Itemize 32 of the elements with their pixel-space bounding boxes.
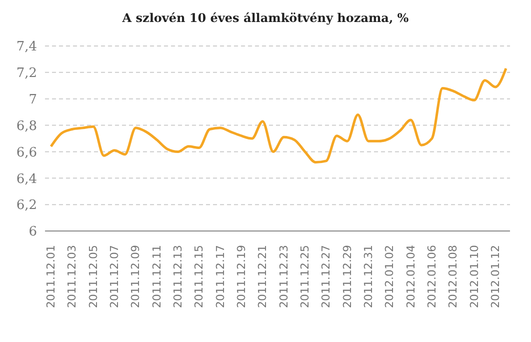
x-tick-label: 2011.12.19 (234, 245, 248, 308)
x-tick-label: 2011.12.27 (320, 245, 333, 308)
y-tick-label: 6 (28, 224, 37, 240)
x-tick-label: 2012.01.10 (468, 245, 481, 308)
x-tick-label: 2011.12.13 (171, 245, 184, 308)
x-tick-label: 2011.12.31 (362, 245, 375, 308)
x-tick-label: 2011.12.17 (214, 245, 227, 308)
y-tick-label: 6,4 (16, 172, 37, 187)
y-tick-label: 6,2 (16, 198, 37, 214)
x-tick-label: 2012.01.12 (488, 245, 502, 308)
x-tick-label: 2011.12.21 (256, 245, 270, 308)
x-tick-label: 2011.12.03 (66, 245, 79, 308)
x-tick-label: 2011.12.29 (340, 245, 354, 308)
x-tick-label: 2012.01.06 (425, 245, 438, 308)
x-tick-label: 2011.12.05 (86, 245, 100, 308)
x-tick-label: 2012.01.08 (446, 245, 460, 308)
y-tick-label: 6,6 (16, 145, 37, 160)
line-series (50, 67, 508, 164)
x-tick-label: 2012.01.02 (383, 245, 396, 308)
y-tick-label: 6,8 (16, 118, 37, 134)
chart-title: A szlovén 10 éves államkötvény hozama, % (121, 11, 410, 25)
x-tick-label: 2011.12.07 (108, 245, 121, 308)
x-tick-label: 2011.12.25 (298, 245, 312, 308)
x-tick-label: 2011.12.23 (277, 245, 290, 308)
y-tick-label: 7,2 (16, 66, 37, 82)
y-tick-label: 7 (28, 92, 37, 108)
y-tick-label: 7,4 (16, 40, 37, 55)
x-tick-label: 2011.12.01 (44, 245, 58, 308)
x-tick-label: 2011.12.11 (150, 245, 164, 308)
x-tick-label: 2012.01.04 (404, 245, 418, 308)
x-tick-label: 2011.12.09 (129, 245, 142, 308)
x-tick-label: 2011.12.15 (192, 245, 206, 308)
